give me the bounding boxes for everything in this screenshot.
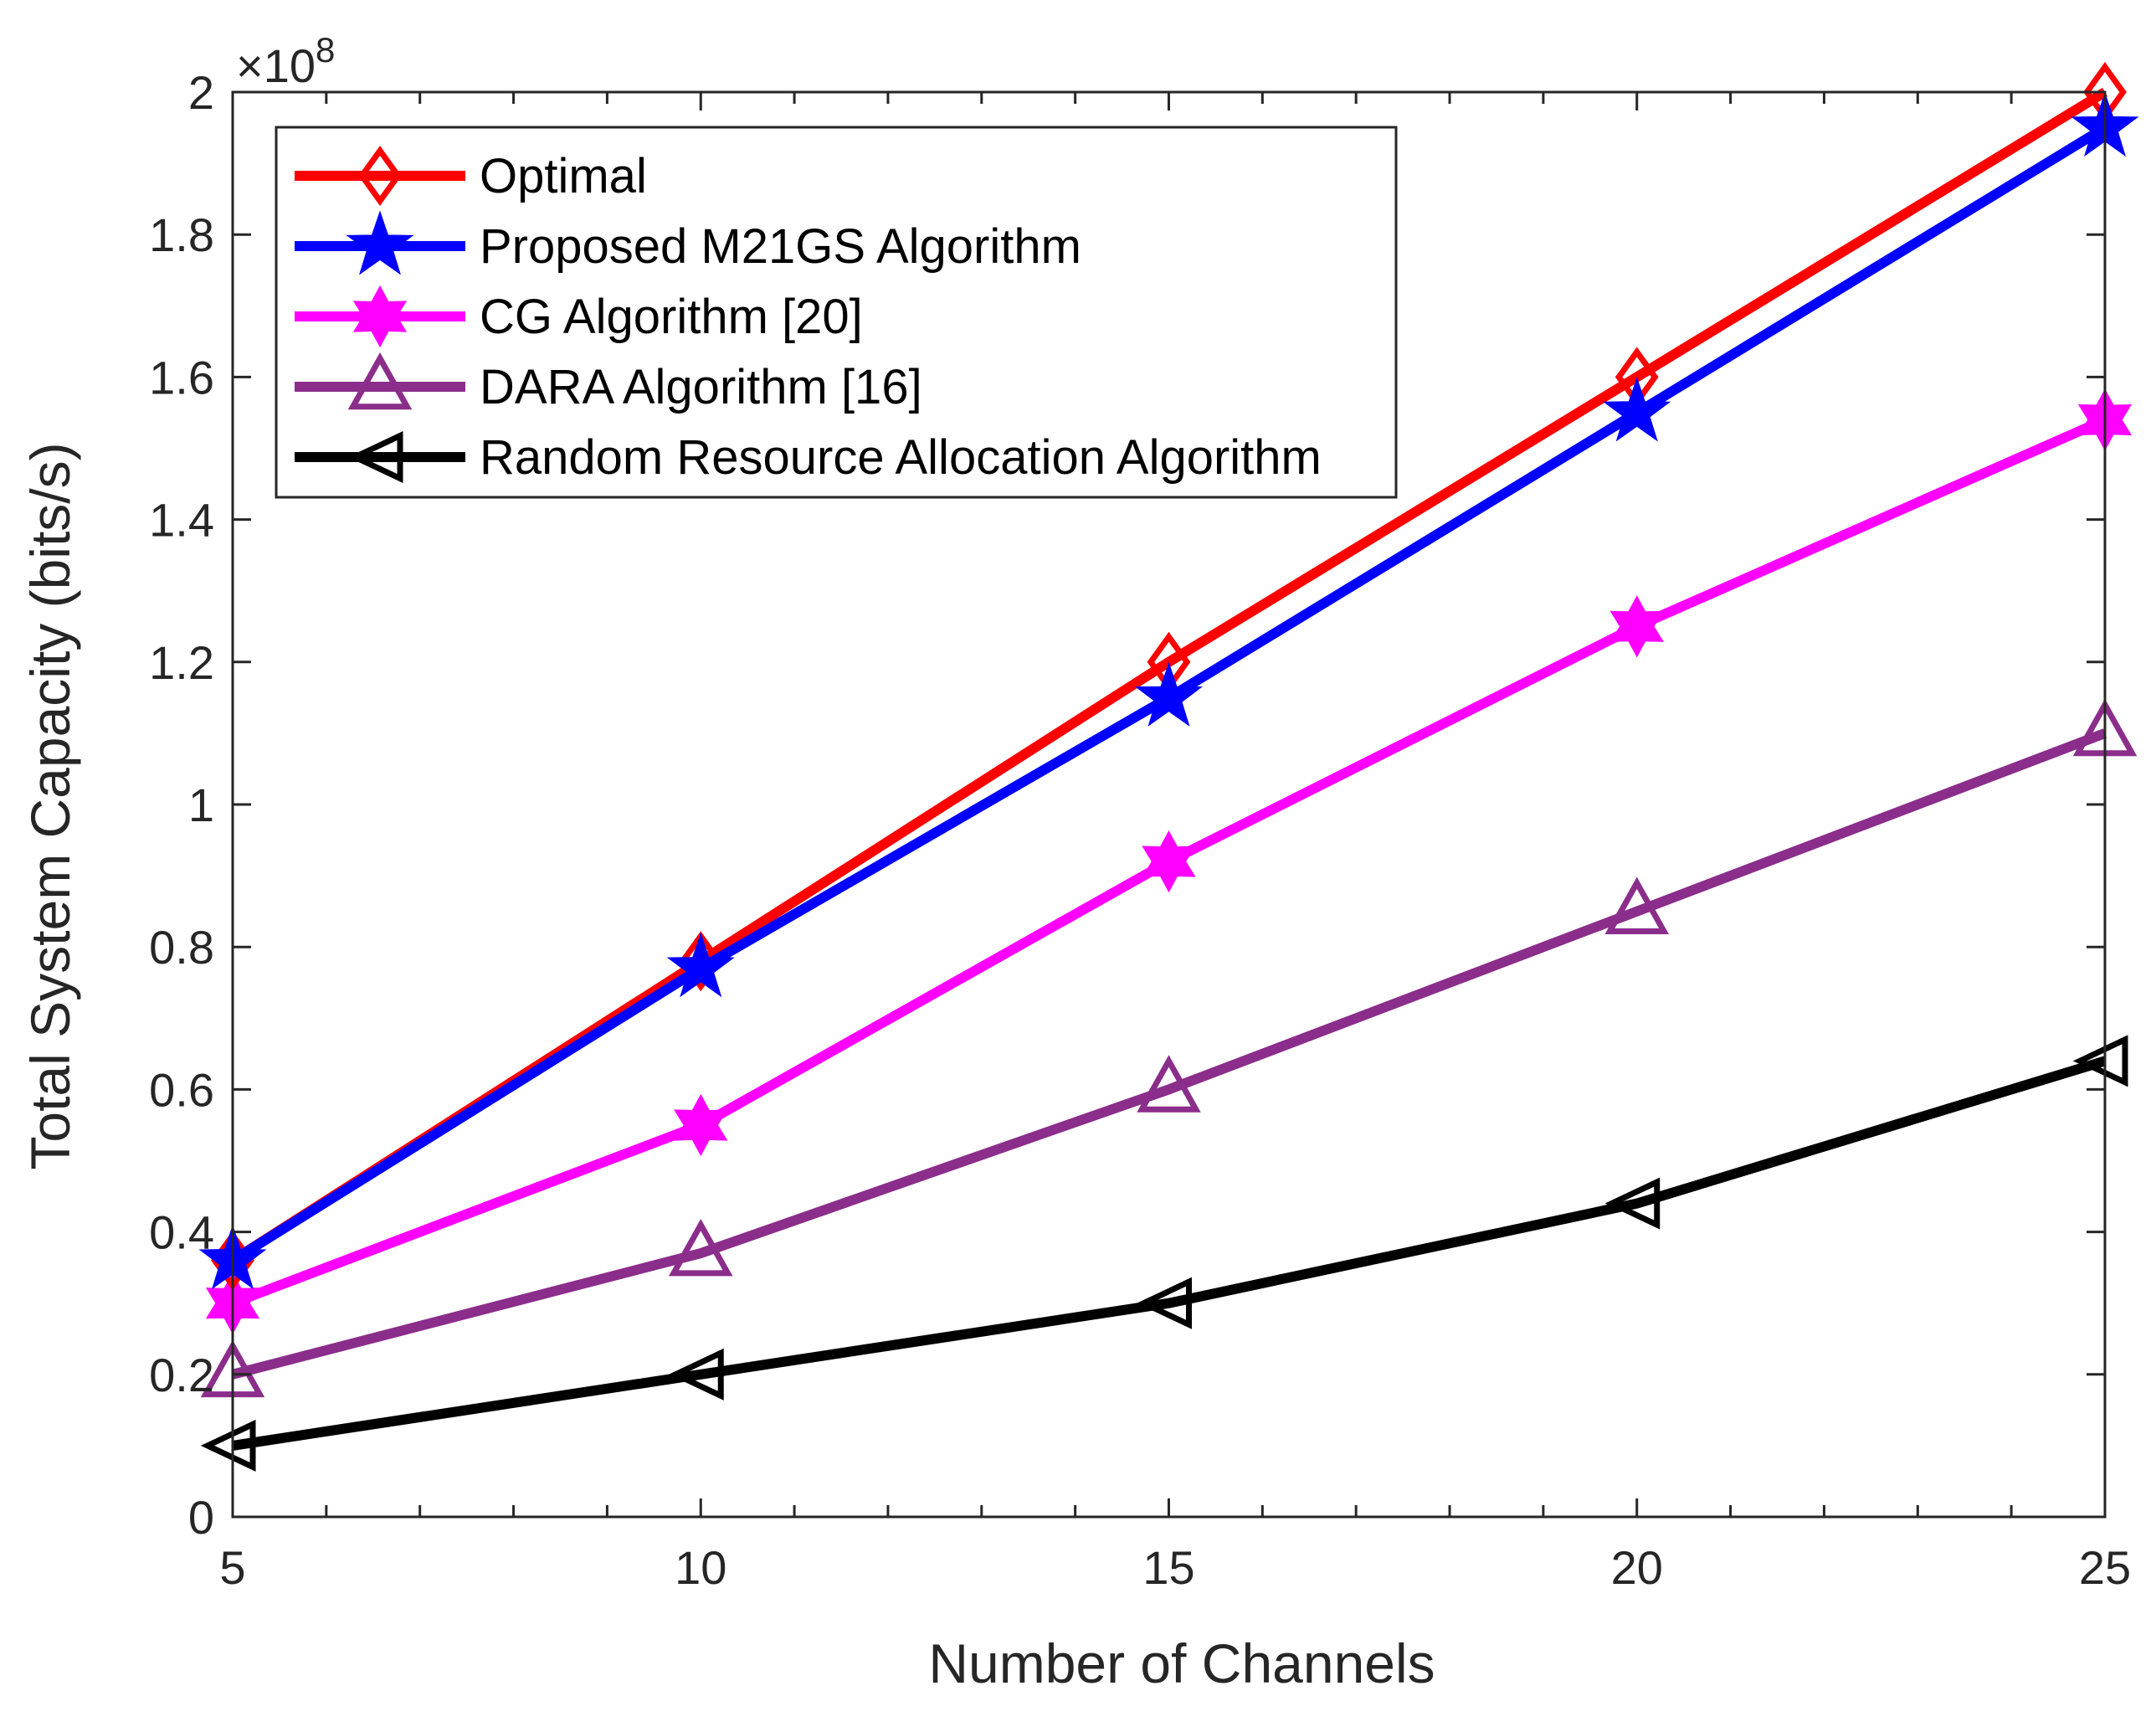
ticks: 5 10 15 20 25 0 0.2 0.4 0.6 0.8 1 1.2 1.4 1.6 1.8 2 bbox=[149, 66, 2131, 1594]
data-point bbox=[1609, 595, 1664, 658]
series-line bbox=[231, 728, 2107, 1380]
data-point bbox=[1603, 377, 1671, 442]
y-tick-label: 1 bbox=[188, 779, 214, 831]
data-point bbox=[1604, 1177, 1661, 1230]
legend-entry: Proposed M21GS Algorithm bbox=[295, 210, 1081, 275]
legend-entry: Random Resource Allocation Algorithm bbox=[295, 430, 1322, 485]
y-tick-label: 0.6 bbox=[149, 1063, 214, 1116]
data-point bbox=[1604, 876, 1670, 934]
legend-marker bbox=[346, 210, 414, 275]
y-tick-label: 2 bbox=[188, 66, 214, 119]
legend-entry: Optimal bbox=[295, 146, 647, 206]
y-axis-title: Total System Capacity (bits/s) bbox=[19, 442, 81, 1169]
legend-entry: CG Algorithm [20] bbox=[295, 285, 863, 348]
series-line bbox=[232, 1056, 2107, 1451]
legend-label: DARA Algorithm [16] bbox=[480, 360, 922, 414]
legend-entry: DARA Algorithm [16] bbox=[295, 352, 922, 414]
legend-label: Random Resource Allocation Algorithm bbox=[480, 430, 1322, 485]
series-triangle-up bbox=[200, 698, 2138, 1398]
y-multiplier: ×108 bbox=[236, 30, 335, 92]
x-tick-label: 25 bbox=[2079, 1541, 2131, 1594]
legend-marker bbox=[347, 430, 403, 484]
data-point bbox=[1137, 1055, 1201, 1113]
data-point bbox=[674, 1093, 728, 1157]
y-tick-label: 0 bbox=[188, 1491, 214, 1544]
x-tick-label: 5 bbox=[219, 1541, 245, 1594]
legend-label: CG Algorithm [20] bbox=[480, 290, 863, 344]
y-tick-label: 1.6 bbox=[149, 351, 214, 403]
legend-marker bbox=[358, 146, 402, 206]
y-tick-label: 0.8 bbox=[149, 921, 214, 974]
series-layer bbox=[198, 62, 2139, 1472]
data-point bbox=[668, 1218, 733, 1277]
x-tick-label: 10 bbox=[675, 1541, 726, 1594]
data-point bbox=[200, 1419, 256, 1472]
data-point bbox=[669, 1348, 724, 1401]
y-tick-label: 1.8 bbox=[149, 208, 214, 261]
data-point bbox=[666, 933, 735, 998]
series-triangle-left bbox=[200, 1035, 2128, 1472]
x-tick-label: 20 bbox=[1611, 1541, 1663, 1594]
y-tick-label: 1.4 bbox=[149, 494, 214, 547]
data-point bbox=[1137, 1277, 1192, 1329]
data-point bbox=[679, 931, 723, 992]
x-axis-title: Number of Channels bbox=[928, 1632, 1435, 1694]
legend-marker bbox=[347, 352, 413, 410]
legend-label: Optimal bbox=[480, 149, 647, 203]
legend-marker bbox=[352, 285, 408, 348]
legend: Optimal Proposed M21GS Algorithm CG Algori… bbox=[275, 126, 1398, 499]
y-tick-label: 0.4 bbox=[149, 1206, 214, 1259]
data-point bbox=[2072, 1035, 2128, 1087]
data-point bbox=[1142, 830, 1196, 893]
data-point bbox=[1134, 661, 1204, 727]
y-tick-label: 1.2 bbox=[149, 636, 214, 689]
x-tick-label: 15 bbox=[1142, 1541, 1194, 1594]
legend-label: Proposed M21GS Algorithm bbox=[480, 219, 1081, 274]
y-tick-label: 0.2 bbox=[149, 1349, 214, 1401]
